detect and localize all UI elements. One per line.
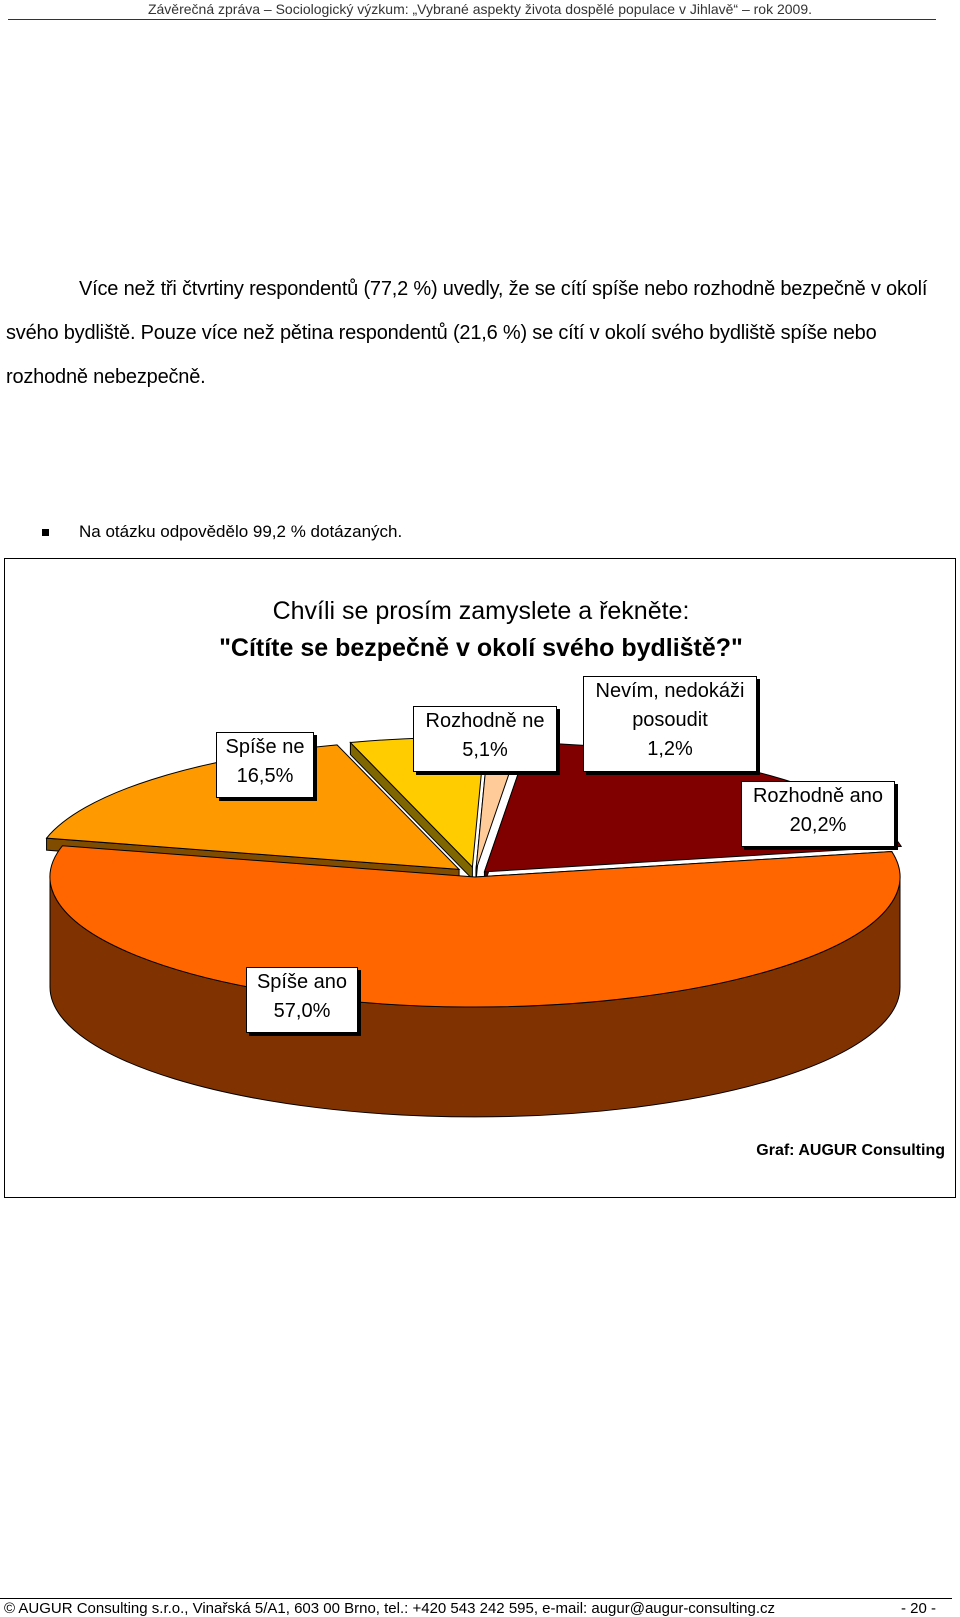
pie-chart-figure: Chvíli se prosím zamyslete a řekněte: "C… xyxy=(4,558,956,1198)
body-paragraph-text: Více než tři čtvrtiny respondentů (77,2 … xyxy=(6,278,928,388)
page-header: Závěrečná zpráva – Sociologický výzkum: … xyxy=(147,1,813,17)
slice-label-name: Nevím, nedokáži xyxy=(595,680,745,702)
footer-rule xyxy=(0,1598,952,1599)
slice-label-name: Spíše ne xyxy=(225,736,305,758)
slice-label-value: 57,0% xyxy=(273,1000,331,1022)
body-paragraph: Více než tři čtvrtiny respondentů (77,2 … xyxy=(6,267,956,399)
slice-label-rozhodne-ne: Rozhodně ne 5,1% xyxy=(413,706,557,772)
chart-title: Chvíli se prosím zamyslete a řekněte: xyxy=(272,597,690,625)
bullet-note: Na otázku odpovědělo 99,2 % dotázaných. xyxy=(79,522,403,541)
page-number: - 20 - xyxy=(900,1600,936,1617)
slice-label-name-line2: posoudit xyxy=(632,709,708,731)
slice-label-name: Rozhodně ne xyxy=(425,710,545,732)
slice-label-spise-ne: Spíše ne 16,5% xyxy=(216,732,314,798)
header-rule xyxy=(8,19,936,20)
pie-slice-spise-ano xyxy=(49,845,901,1008)
chart-source: Graf: AUGUR Consulting xyxy=(756,1142,945,1159)
slice-label-value: 20,2% xyxy=(789,814,847,836)
slice-label-value: 16,5% xyxy=(236,765,294,787)
slice-label-spise-ano: Spíše ano 57,0% xyxy=(246,967,358,1033)
slice-label-value: 1,2% xyxy=(647,738,693,760)
slice-label-value: 5,1% xyxy=(462,739,508,761)
slice-label-rozhodne-ano: Rozhodně ano 20,2% xyxy=(741,781,895,847)
page-footer: © AUGUR Consulting s.r.o., Vinařská 5/A1… xyxy=(4,1600,776,1617)
slice-label-nevim: Nevím, nedokáži posoudit 1,2% xyxy=(583,676,757,772)
pie-chart-svg xyxy=(45,736,903,1118)
bullet-marker-icon xyxy=(42,529,49,536)
slice-label-name: Spíše ano xyxy=(256,971,348,993)
slice-label-name: Rozhodně ano xyxy=(752,785,884,807)
chart-subtitle: "Cítíte se bezpečně v okolí svého bydliš… xyxy=(219,634,743,662)
